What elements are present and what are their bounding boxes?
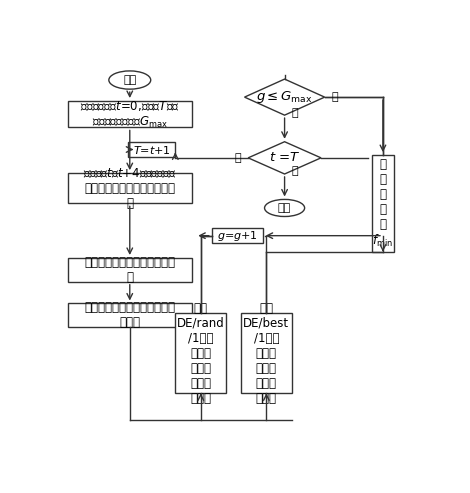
Text: 按照
DE/best
/1变异
策略进
化并更
新劣势
种群集: 按照 DE/best /1变异 策略进 化并更 新劣势 种群集 bbox=[243, 302, 290, 405]
Text: 计算个体的适应值，并进行排
序: 计算个体的适应值，并进行排 序 bbox=[84, 256, 175, 284]
Bar bbox=[241, 314, 292, 393]
Text: 结束: 结束 bbox=[278, 203, 291, 213]
Ellipse shape bbox=[265, 200, 305, 216]
Text: 是: 是 bbox=[292, 167, 298, 176]
Text: 输入未来$t$到$t$+4时刻的最新风
光和负荷数据，系统各运行参
数: 输入未来$t$到$t$+4时刻的最新风 光和负荷数据，系统各运行参 数 bbox=[83, 167, 177, 210]
Text: $g$=$g$+1: $g$=$g$+1 bbox=[217, 229, 258, 243]
Text: $t$ =T: $t$ =T bbox=[269, 151, 300, 164]
Polygon shape bbox=[244, 79, 325, 115]
Bar bbox=[212, 228, 263, 243]
Bar bbox=[372, 155, 394, 252]
Text: $T$=$t$+1: $T$=$t$+1 bbox=[133, 143, 171, 155]
Bar bbox=[68, 258, 192, 282]
Text: 否: 否 bbox=[234, 153, 241, 163]
Bar bbox=[68, 303, 192, 327]
Text: $g \leq G_\mathrm{max}$: $g \leq G_\mathrm{max}$ bbox=[256, 89, 313, 105]
Text: 否: 否 bbox=[332, 92, 338, 102]
Bar bbox=[68, 173, 192, 204]
Ellipse shape bbox=[109, 71, 151, 89]
Polygon shape bbox=[248, 141, 321, 174]
Bar bbox=[128, 142, 175, 157]
Text: 是: 是 bbox=[292, 107, 298, 117]
Text: 按照
DE/rand
/1变异
策略进
化并更
新优势
种群集: 按照 DE/rand /1变异 策略进 化并更 新优势 种群集 bbox=[177, 302, 225, 405]
Text: 种
群
最
优
值
$f_\mathrm{min}$: 种 群 最 优 值 $f_\mathrm{min}$ bbox=[372, 158, 393, 249]
Text: 开始: 开始 bbox=[123, 75, 136, 85]
Bar bbox=[175, 314, 227, 393]
Text: 将种群分为优势种群集和劣势
种群集: 将种群分为优势种群集和劣势 种群集 bbox=[84, 301, 175, 329]
Text: 初始化种群，$t$=0,总时段$T$，设
设置最大迭代次数$G_\mathrm{max}$: 初始化种群，$t$=0,总时段$T$，设 设置最大迭代次数$G_\mathrm{… bbox=[80, 99, 180, 130]
Bar bbox=[68, 101, 192, 128]
